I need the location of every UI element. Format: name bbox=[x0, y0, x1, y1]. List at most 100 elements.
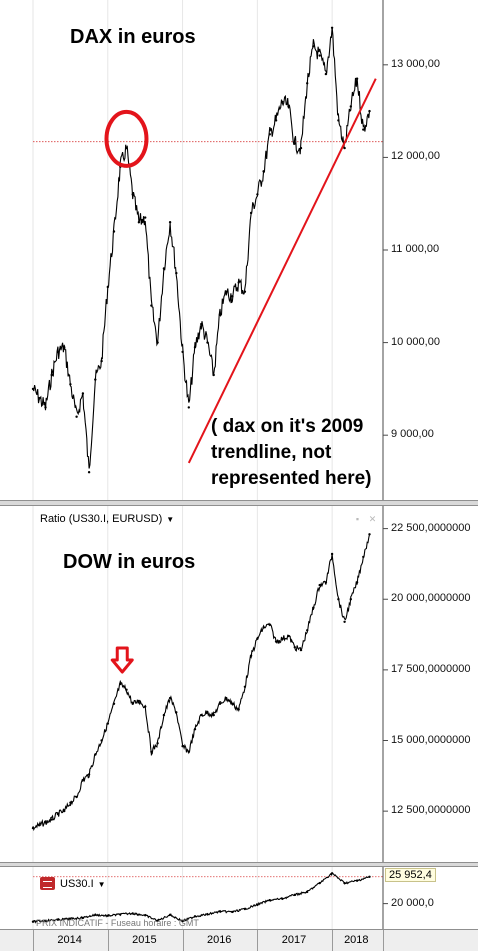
y-tick-label: 10 000,00 bbox=[391, 335, 440, 348]
year-separator bbox=[107, 930, 109, 951]
dow-data-point bbox=[324, 581, 328, 584]
year-label: 2015 bbox=[132, 934, 157, 946]
dax-data-point bbox=[81, 392, 85, 395]
dax-data-point bbox=[125, 146, 128, 150]
dow-data-point bbox=[81, 778, 85, 782]
dow-data-point bbox=[237, 708, 240, 711]
dax-data-point bbox=[31, 387, 35, 391]
us30-data-point bbox=[106, 914, 110, 917]
us30-data-point bbox=[343, 881, 346, 885]
year-separator bbox=[182, 930, 184, 951]
dax-background bbox=[0, 0, 478, 500]
time-axis-end bbox=[383, 930, 384, 951]
year-label: 2017 bbox=[281, 934, 307, 946]
y-tick-label: 22 500,0000000 bbox=[391, 521, 471, 534]
us30-label: US30.I bbox=[60, 878, 94, 890]
year-separator bbox=[332, 930, 334, 951]
dax-data-point bbox=[206, 341, 209, 344]
dow-chart bbox=[0, 506, 478, 862]
dow-data-point bbox=[187, 750, 190, 753]
panel-divider[interactable] bbox=[0, 862, 478, 867]
dow-data-point bbox=[343, 620, 346, 623]
dow-data-point bbox=[156, 742, 159, 745]
dax-data-point bbox=[94, 378, 97, 381]
us30-data-point bbox=[330, 872, 334, 875]
dax-data-point bbox=[200, 322, 203, 326]
dax-data-point bbox=[150, 304, 153, 307]
dax-panel: DAX in euros ( dax on it's 2009 trendlin… bbox=[0, 0, 478, 500]
ratio-selector[interactable]: Ratio (US30.I, EURUSD) ▼ bbox=[40, 513, 174, 525]
last-price-badge: 25 952,4 bbox=[385, 868, 436, 882]
dax-data-point bbox=[106, 285, 110, 289]
dow-data-point bbox=[31, 826, 35, 830]
dax-data-point bbox=[212, 373, 215, 377]
dax-data-point bbox=[324, 72, 328, 76]
us30-data-point bbox=[144, 914, 147, 917]
us30-data-point bbox=[355, 879, 359, 882]
dax-data-point bbox=[268, 133, 271, 136]
maximize-icon[interactable]: ▪ bbox=[355, 514, 360, 524]
us30-selector[interactable]: US30.I ▼ bbox=[60, 878, 106, 890]
dow-data-point bbox=[262, 626, 265, 629]
us30-data-point bbox=[156, 919, 159, 922]
dax-data-point bbox=[131, 193, 134, 196]
dow-data-point bbox=[106, 722, 110, 725]
dax-data-point bbox=[287, 105, 290, 108]
dow-data-point bbox=[287, 634, 290, 638]
peak-circle-annotation bbox=[104, 109, 149, 168]
dow-data-point bbox=[150, 750, 153, 753]
dow-data-point bbox=[293, 646, 296, 649]
us30-data-point bbox=[206, 913, 209, 916]
us30-data-point bbox=[69, 917, 72, 920]
dow-data-point bbox=[368, 533, 371, 536]
dow-data-point bbox=[162, 713, 166, 717]
dax-data-point bbox=[38, 396, 41, 400]
dow-data-point bbox=[137, 699, 141, 703]
dax-data-point bbox=[137, 221, 141, 224]
dax-data-point bbox=[243, 290, 247, 293]
dax-data-point bbox=[256, 193, 259, 196]
dow-data-point bbox=[355, 581, 359, 584]
y-tick-label: 20 000,0000000 bbox=[391, 592, 471, 605]
dow-data-point bbox=[318, 583, 321, 587]
chevron-down-icon: ▼ bbox=[166, 515, 175, 524]
dax-data-point bbox=[293, 142, 296, 145]
dow-data-point bbox=[50, 818, 53, 821]
dow-data-point bbox=[212, 713, 215, 717]
dax-data-point bbox=[50, 373, 53, 377]
dax-data-point bbox=[193, 346, 197, 349]
us30-data-point bbox=[56, 918, 60, 921]
dow-data-point bbox=[181, 745, 184, 748]
dax-data-point bbox=[112, 230, 116, 233]
dax-data-point bbox=[44, 406, 47, 409]
close-icon[interactable]: ✕ bbox=[368, 514, 377, 524]
year-label: 2016 bbox=[206, 934, 232, 946]
y-tick-label: 17 500,0000000 bbox=[391, 662, 471, 675]
dax-trendline bbox=[187, 78, 377, 464]
dax-data-point bbox=[168, 221, 172, 224]
dax-data-point bbox=[100, 359, 103, 363]
dow-data-point bbox=[94, 753, 97, 756]
year-label: 2014 bbox=[57, 934, 82, 946]
y-tick-label: 11 000,00 bbox=[391, 243, 440, 255]
us30-data-point bbox=[119, 913, 122, 916]
us30-data-point bbox=[268, 899, 271, 902]
dow-data-point bbox=[218, 702, 222, 705]
us30-data-point bbox=[306, 890, 309, 894]
dax-data-point bbox=[231, 295, 234, 298]
dax-data-point bbox=[181, 350, 184, 354]
dow-data-point bbox=[362, 555, 365, 559]
dow-background bbox=[0, 506, 478, 862]
dax-data-point bbox=[337, 119, 340, 122]
panel-divider[interactable] bbox=[0, 500, 478, 506]
dax-series-line bbox=[32, 27, 371, 469]
dow-data-point bbox=[249, 654, 253, 657]
dow-data-point bbox=[112, 702, 116, 705]
dow-data-point bbox=[200, 713, 203, 717]
dow-data-point bbox=[225, 696, 228, 700]
dow-data-point bbox=[100, 739, 103, 742]
dax-data-point bbox=[299, 146, 303, 150]
us30-data-point bbox=[44, 919, 47, 922]
dax-data-point bbox=[306, 82, 309, 85]
dax-data-point bbox=[349, 105, 352, 108]
